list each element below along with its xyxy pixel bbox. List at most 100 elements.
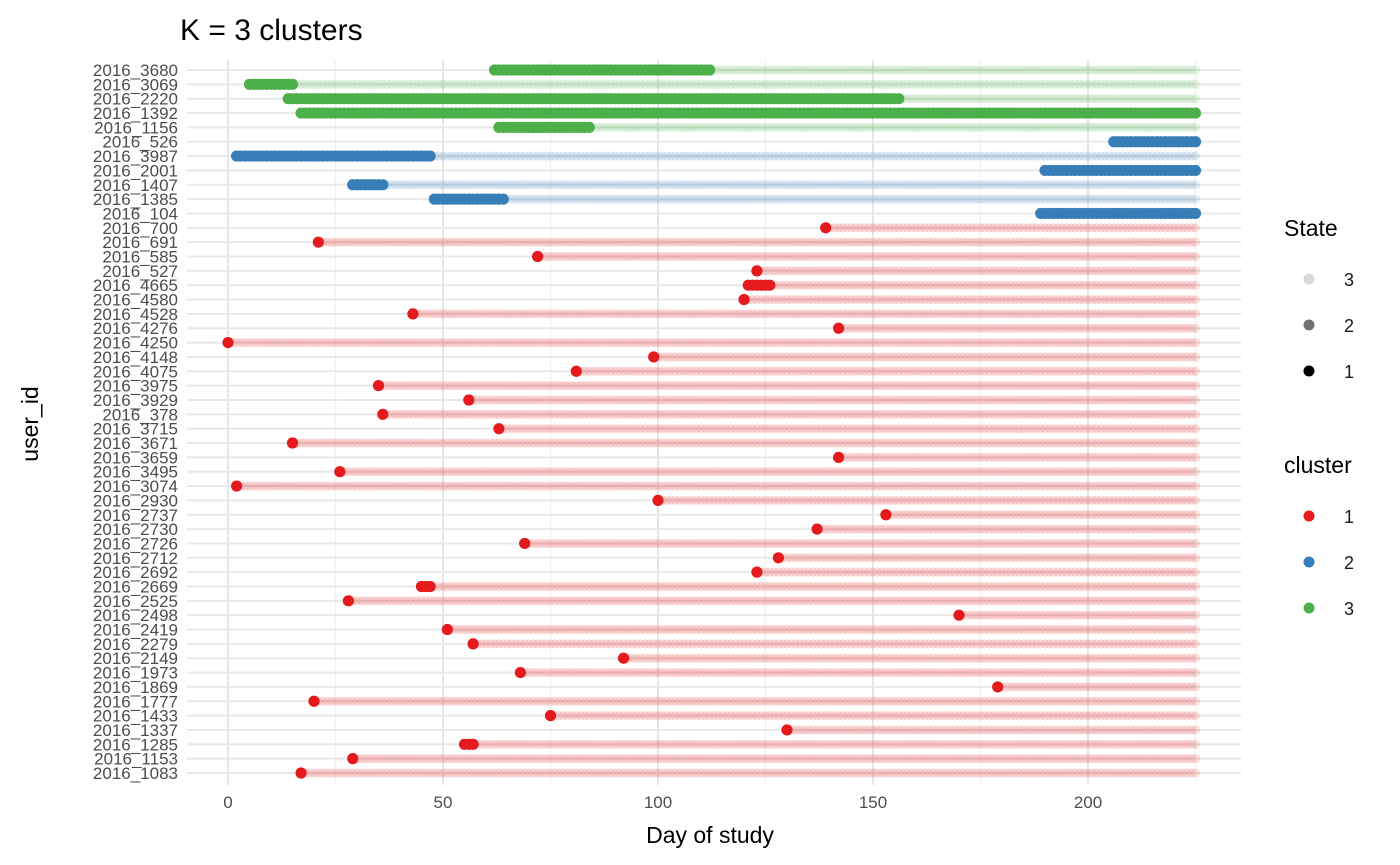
faint-day-point [683, 79, 693, 89]
faint-day-point [958, 94, 968, 104]
y-tick-label: 2016_3495 [93, 463, 178, 482]
faint-day-point [305, 79, 315, 89]
faint-day-point [765, 79, 775, 89]
user-series-2016_585 [532, 250, 1201, 263]
faint-day-point [877, 65, 887, 75]
faint-day-point [907, 79, 917, 89]
faint-day-point [1190, 151, 1201, 161]
faint-day-point [950, 65, 960, 75]
faint-day-point [980, 79, 990, 89]
x-tick-labels: 0 50 100 150 200 [223, 793, 1102, 812]
faint-day-point [1178, 65, 1188, 75]
faint-day-point [928, 65, 938, 75]
y-tick-label: 2016_4148 [93, 348, 178, 367]
active-day-point [764, 279, 776, 291]
faint-day-point [1122, 65, 1132, 75]
faint-day-point [1023, 79, 1033, 89]
faint-day-point [803, 79, 814, 89]
faint-day-point [662, 79, 672, 89]
faint-day-point [477, 79, 487, 89]
faint-day-point [816, 79, 827, 89]
faint-day-point [1104, 79, 1115, 89]
y-tick-label: 2016_1083 [93, 764, 178, 783]
faint-day-point [1190, 266, 1201, 276]
faint-day-point [963, 79, 973, 89]
faint-day-point [760, 65, 771, 75]
faint-day-point [1135, 94, 1145, 104]
faint-day-point [1156, 65, 1166, 75]
faint-day-point [717, 79, 728, 89]
faint-day-point [735, 65, 745, 75]
faint-day-point [1049, 94, 1059, 104]
faint-day-point [1143, 79, 1153, 89]
faint-day-point [1027, 65, 1037, 75]
faint-day-point [515, 79, 526, 89]
faint-day-point [993, 65, 1003, 75]
faint-day-point [1010, 79, 1020, 89]
faint-day-point [1006, 79, 1016, 89]
faint-day-point [1083, 94, 1093, 104]
active-day-point [407, 308, 419, 320]
user-series-2016_3495 [334, 466, 1201, 478]
faint-day-point [1139, 65, 1149, 75]
faint-day-point [1010, 94, 1020, 104]
faint-day-point [885, 79, 895, 89]
faint-day-point [1027, 79, 1037, 89]
faint-day-point [429, 79, 439, 89]
faint-day-point [619, 79, 629, 89]
faint-day-point [1014, 65, 1024, 75]
faint-day-point [1126, 79, 1136, 89]
faint-day-point [872, 79, 882, 89]
faint-day-point [1070, 94, 1080, 104]
y-tick-label: 2016_1285 [93, 735, 178, 754]
faint-day-point [1186, 94, 1196, 104]
faint-day-point [1122, 94, 1132, 104]
faint-day-point [610, 79, 620, 89]
faint-day-point [846, 65, 857, 75]
faint-day-point [421, 79, 431, 89]
active-day-point [312, 236, 324, 248]
faint-day-point [739, 79, 749, 89]
user-series-2016_4580 [738, 293, 1201, 306]
faint-day-point [950, 79, 960, 89]
user-series-2016_4276 [833, 322, 1201, 334]
faint-day-point [687, 79, 698, 89]
y-tick-label: 2016_2930 [93, 491, 178, 510]
faint-day-point [601, 79, 612, 89]
faint-day-point [967, 79, 977, 89]
faint-day-point [300, 79, 310, 89]
user-series-2016_1392 [295, 107, 1202, 119]
y-tick-label: 2016_2692 [93, 563, 178, 582]
faint-day-point [851, 79, 861, 89]
faint-day-point [1018, 65, 1029, 75]
faint-day-point [808, 79, 818, 89]
faint-day-point [1190, 323, 1201, 333]
faint-day-point [434, 79, 444, 89]
faint-day-point [1074, 65, 1084, 75]
y-tick-label: 2016_2730 [93, 520, 178, 539]
faint-day-point [1147, 94, 1158, 104]
faint-day-point [1190, 223, 1201, 233]
faint-day-point [932, 94, 943, 104]
faint-day-point [894, 65, 904, 75]
faint-day-point [1010, 65, 1020, 75]
faint-day-point [782, 79, 792, 89]
faint-day-point [1031, 94, 1041, 104]
user-series-2016_4528 [407, 308, 1201, 320]
faint-day-point [954, 65, 964, 75]
faint-day-point [997, 79, 1007, 89]
faint-day-point [416, 79, 427, 89]
faint-day-point [494, 79, 504, 89]
user-series-2016_3987 [231, 150, 1201, 162]
faint-day-point [748, 79, 758, 89]
active-day-point [286, 78, 299, 90]
y-tick-label: 2016_1392 [93, 104, 178, 123]
faint-day-point [1087, 94, 1097, 104]
faint-day-point [838, 79, 848, 89]
faint-day-point [1061, 65, 1072, 75]
faint-day-point [928, 79, 938, 89]
faint-day-point [803, 65, 814, 75]
faint-day-point [842, 65, 852, 75]
faint-day-point [1117, 65, 1127, 75]
faint-day-point [554, 79, 564, 89]
